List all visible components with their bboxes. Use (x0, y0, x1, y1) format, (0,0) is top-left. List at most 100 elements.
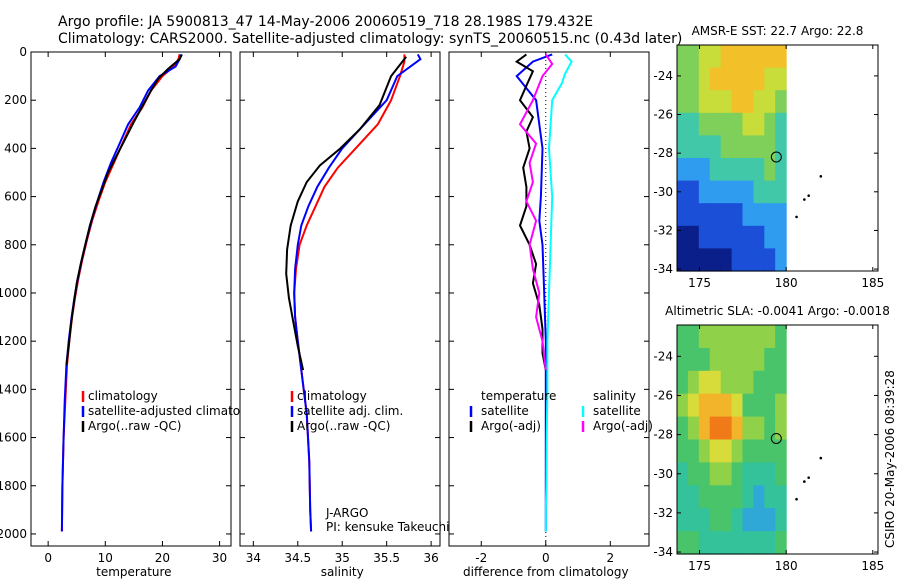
heatmap-cell (709, 203, 722, 227)
x-tick-label: 35 (335, 551, 350, 565)
heatmap-cell (709, 180, 722, 204)
heatmap-cell (753, 158, 765, 182)
heatmap-cell (709, 45, 722, 69)
x-tick-label: 185 (861, 276, 884, 290)
sst_map-title: AMSR-E SST: 22.7 Argo: 22.8 (692, 24, 864, 38)
series-line-satellite-adj-clim- (293, 53, 422, 532)
heatmap-cell (709, 347, 722, 372)
heatmap-cell (720, 67, 733, 91)
y-tick-label: -34 (653, 545, 673, 559)
heatmap-cell (677, 112, 689, 136)
legend-label: Argo(..raw -QC) (88, 419, 181, 433)
island-mark (819, 456, 823, 460)
legend-label: climatology (297, 389, 367, 403)
heatmap-cell (764, 90, 776, 114)
heatmap-cell (698, 45, 711, 69)
heatmap-cell (742, 531, 754, 555)
heatmap-cell (687, 325, 700, 349)
heatmap-cell (753, 45, 765, 69)
heatmap-cell (687, 370, 700, 395)
x-tick-label: 20 (155, 551, 170, 565)
heatmap-cell (742, 67, 754, 91)
heatmap-cell (731, 416, 744, 441)
heatmap-cell (775, 508, 787, 532)
heatmap-cell (698, 416, 711, 441)
heatmap-cell (753, 225, 765, 249)
x-tick-label: 30 (212, 551, 227, 565)
heatmap-cell (698, 439, 711, 463)
heatmap-cell (775, 416, 787, 441)
island-mark (795, 497, 798, 501)
heatmap-cell (764, 67, 776, 91)
salinity-profile-panel: 34 34.5 35 35.5 36 salinity climatologysatelli… (239, 51, 449, 579)
heatmap-cell (677, 416, 689, 441)
heatmap-cell (709, 485, 722, 509)
heatmap-cell (742, 485, 754, 509)
heatmap-cell (687, 45, 700, 69)
heatmap-cell (775, 45, 787, 69)
legend-label: satellite-adjusted climatology (88, 404, 266, 418)
heatmap-cell (709, 416, 722, 441)
heatmap-cell (764, 45, 776, 69)
heatmap-cell (764, 531, 776, 555)
x-tick-label: 35.5 (373, 551, 400, 565)
island-mark (803, 198, 806, 201)
y-tick-label: -32 (653, 223, 673, 237)
heatmap-cell (687, 347, 700, 372)
x-tick-label: 2 (606, 551, 614, 565)
heatmap-cell (731, 325, 744, 349)
heatmap-cell (687, 485, 700, 509)
heatmap-cell (731, 248, 744, 272)
heatmap-cell (687, 462, 700, 486)
heatmap-cell (720, 393, 733, 418)
legend-label: Argo(-adj) (481, 419, 541, 433)
heatmap-cell (698, 135, 711, 159)
heatmap-cell (764, 180, 776, 204)
heatmap-cell (720, 370, 733, 395)
argo-position-marker (770, 151, 782, 163)
heatmap-cell (709, 439, 722, 463)
island-mark (795, 215, 798, 219)
heatmap-cell (775, 135, 787, 159)
heatmap-cell (742, 325, 754, 349)
heatmap-cell (720, 45, 733, 69)
heatmap-cell (753, 112, 765, 136)
heatmap-cell (720, 248, 733, 272)
heatmap-cell (698, 112, 711, 136)
salinity-x-axis-label: salinity (321, 565, 364, 579)
heatmap-cell (698, 393, 711, 418)
heatmap-cell (709, 67, 722, 91)
heatmap-cell (764, 416, 776, 441)
heatmap-cell (677, 158, 689, 182)
heatmap-cell (753, 416, 765, 441)
y-tick-label: 1400 (0, 382, 27, 396)
y-tick-label: 1000 (0, 286, 27, 300)
heatmap-cell (731, 439, 744, 463)
difference-series-group (514, 52, 573, 546)
heatmap-cell (687, 393, 700, 418)
heatmap-cell (775, 370, 787, 395)
heatmap-cell (731, 112, 744, 136)
heatmap-cell (720, 508, 733, 532)
heatmap-cell (731, 531, 744, 555)
temperature-series-group (60, 53, 183, 532)
heatmap-cell (731, 180, 744, 204)
heatmap-cell (677, 203, 689, 227)
heatmap-cell (677, 90, 689, 114)
y-tick-label: 0 (19, 45, 27, 59)
legend-label: satellite adj. clim. (297, 404, 403, 418)
x-tick-label: -2 (475, 551, 487, 565)
series-line-argo-raw-qc- (65, 53, 183, 366)
heatmap-cell (742, 248, 754, 272)
heatmap-cell (720, 203, 733, 227)
heatmap-cell (775, 462, 787, 486)
y-tick-label: -34 (653, 262, 673, 276)
heatmap-cell (742, 90, 754, 114)
heatmap-cell (753, 393, 765, 418)
heatmap-cell (720, 325, 733, 349)
sst_map-plot-border (676, 44, 879, 272)
temperature-profile-panel: 0 10 20 30 0 200 400 600 800 1000 1200 1400 1600 1800… (0, 45, 266, 579)
heatmap-cell (687, 90, 700, 114)
heatmap-cell (720, 225, 733, 249)
heatmap-cell (709, 531, 722, 555)
